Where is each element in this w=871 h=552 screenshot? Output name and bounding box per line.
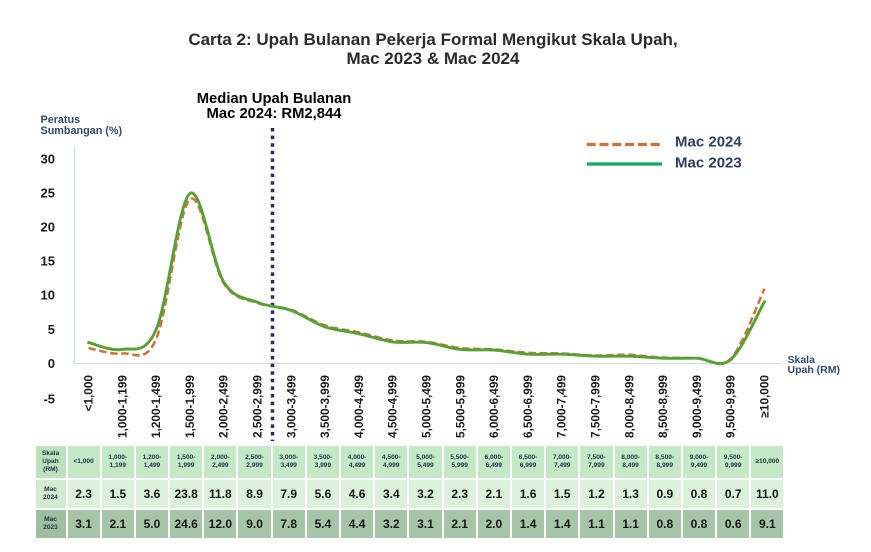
svg-text:1,200-1,499: 1,200-1,499 [149,375,163,438]
svg-text:2,500-2,999: 2,500-2,999 [251,375,265,438]
svg-text:9,000-9,499: 9,000-9,499 [690,375,704,438]
svg-text:25: 25 [41,185,55,200]
svg-text:6,500-6,999: 6,500-6,999 [521,375,535,438]
svg-text:9,500-9,999: 9,500-9,999 [724,375,738,438]
svg-text:4,500-4,999: 4,500-4,999 [386,375,400,438]
svg-text:3,500-3,999: 3,500-3,999 [318,375,332,438]
svg-text:-5: -5 [43,392,55,407]
svg-text:30: 30 [41,151,55,166]
svg-text:5,000-5,499: 5,000-5,499 [420,375,434,438]
svg-text:7,500-7,999: 7,500-7,999 [589,375,603,438]
svg-text:1,000-1,199: 1,000-1,199 [115,375,129,438]
svg-text:Mac 2023: Mac 2023 [675,154,742,171]
svg-text:5: 5 [48,322,55,337]
svg-text:≥10,000: ≥10,000 [758,375,772,418]
svg-text:0: 0 [48,356,55,371]
svg-text:6,000-6,499: 6,000-6,499 [487,375,501,438]
svg-text:20: 20 [41,220,55,235]
svg-text:<1,000: <1,000 [82,375,96,412]
svg-text:7,000-7,499: 7,000-7,499 [555,375,569,438]
svg-text:2,000-2,499: 2,000-2,499 [217,375,231,438]
svg-text:3,000-3,499: 3,000-3,499 [284,375,298,438]
svg-text:15: 15 [41,254,55,269]
svg-text:Mac 2024: Mac 2024 [675,133,742,150]
svg-text:10: 10 [41,288,55,303]
svg-text:1,500-1,999: 1,500-1,999 [183,375,197,438]
svg-text:5,500-5,999: 5,500-5,999 [453,375,467,438]
svg-text:4,000-4,499: 4,000-4,499 [352,375,366,438]
svg-text:8,000-8,499: 8,000-8,499 [622,375,636,438]
svg-text:8,500-8,999: 8,500-8,999 [656,375,670,438]
